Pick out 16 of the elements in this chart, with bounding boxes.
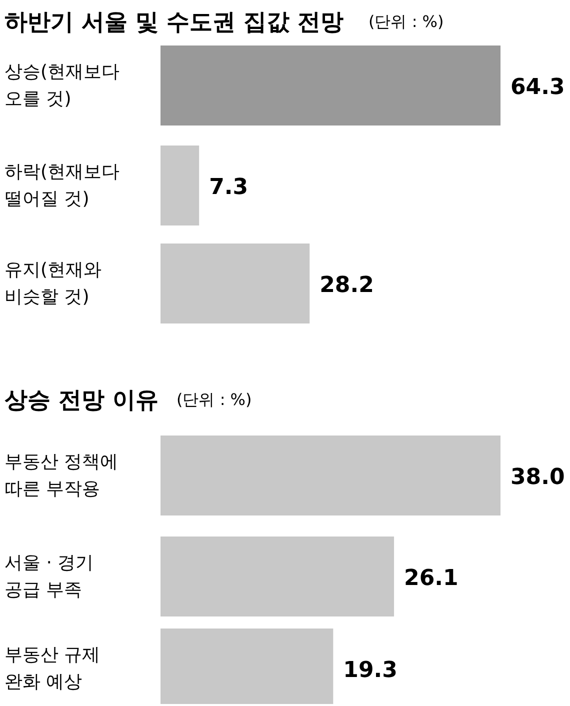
y-tick-label: 부동산 정책에 따른 부작용 <box>4 451 118 500</box>
data-label: 7.3 <box>209 175 248 200</box>
chart-title: 상승 전망 이유 <box>4 388 159 414</box>
data-label: 64.3 <box>510 75 565 100</box>
y-tick-label: 부동산 규제 완화 예상 <box>4 644 100 693</box>
data-label: 26.1 <box>404 566 458 591</box>
y-tick-label: 하락(현재보다 떨어질 것) <box>4 161 120 210</box>
data-label: 19.3 <box>343 658 398 683</box>
chart-subtitle: (단위 : %) <box>368 12 444 31</box>
y-tick-label: 서울 · 경기 공급 부족 <box>4 552 94 601</box>
chart-subtitle: (단위 : %) <box>176 390 252 409</box>
y-tick-label: 유지(현재와 비슷할 것) <box>4 259 102 308</box>
data-label: 38.0 <box>510 465 565 490</box>
data-label: 28.2 <box>320 273 374 298</box>
y-tick-label: 상승(현재보다 오를 것) <box>4 61 120 110</box>
chart-title: 하반기 서울 및 수도권 집값 전망 <box>4 10 344 36</box>
